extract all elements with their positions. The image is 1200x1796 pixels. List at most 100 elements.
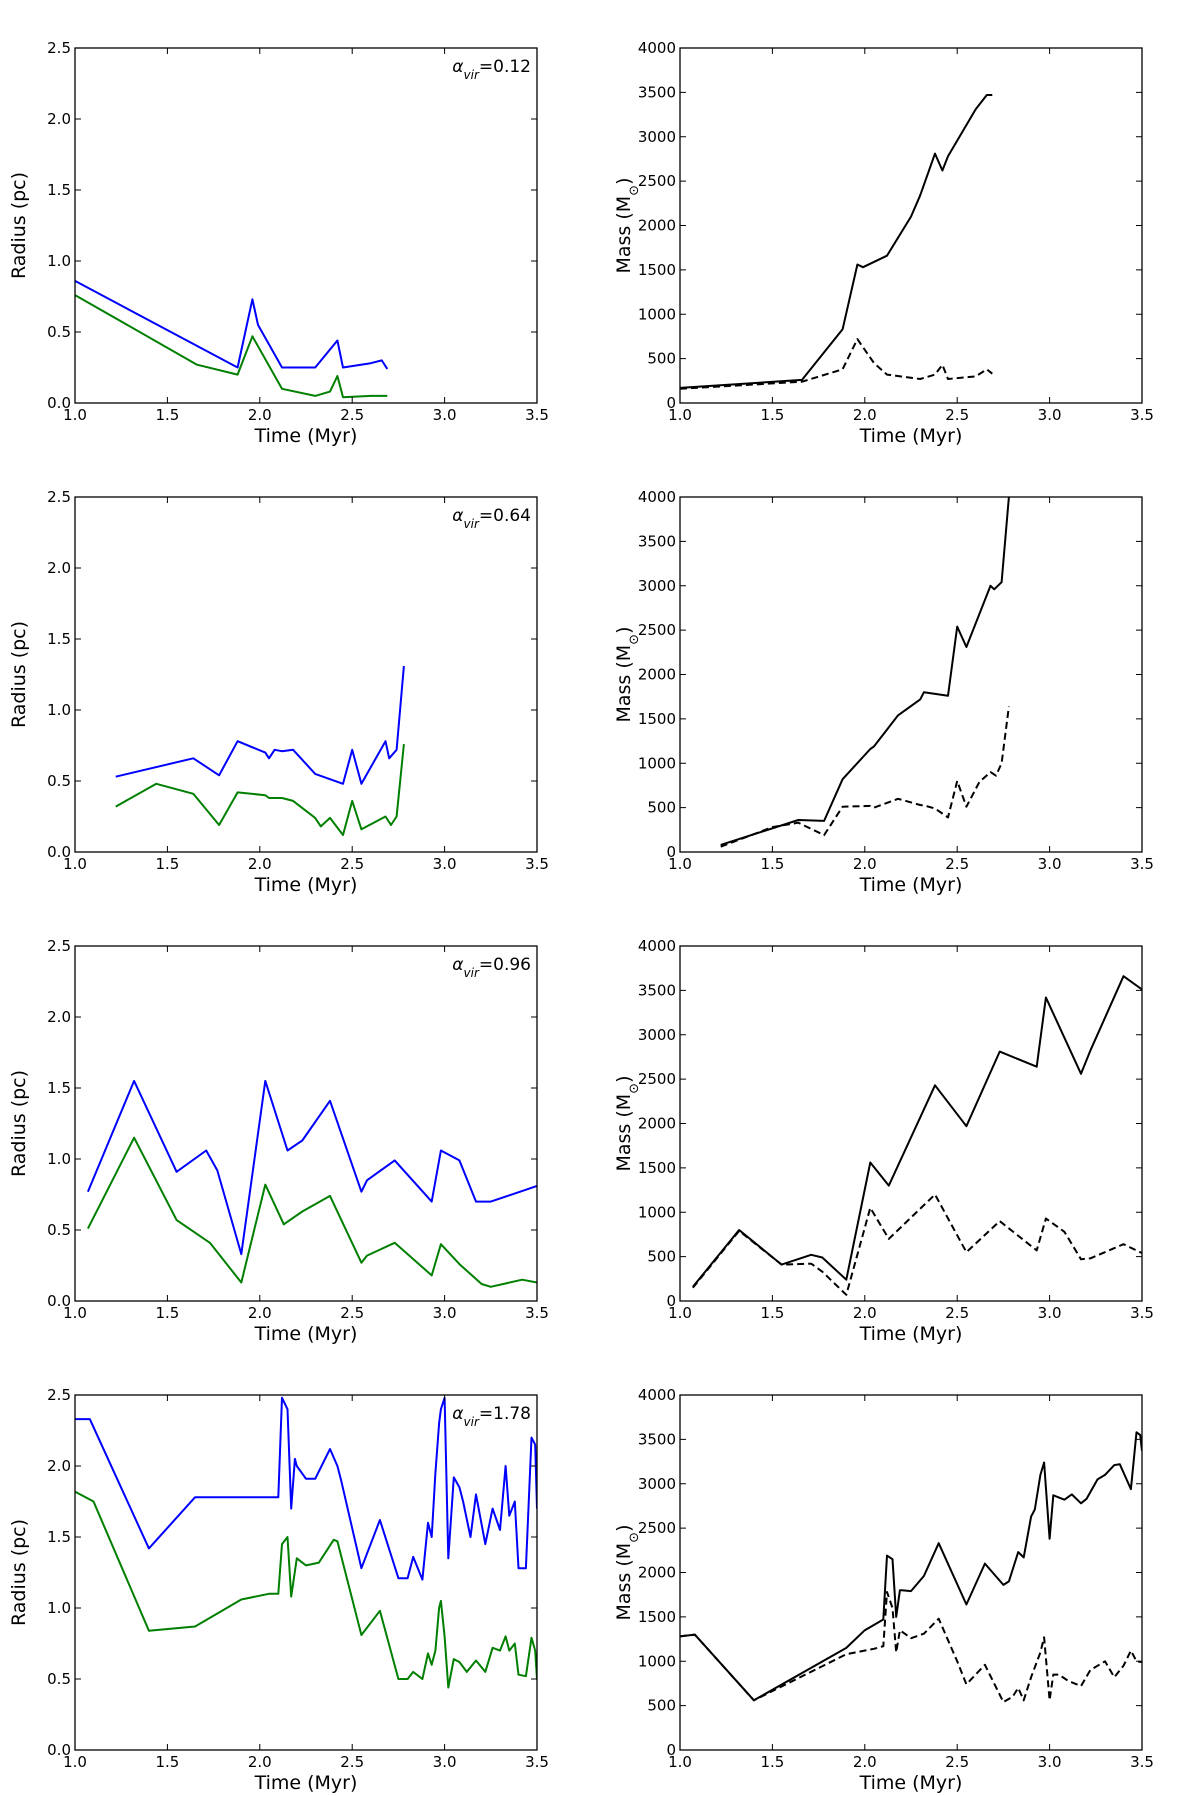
plot-frame: [74, 496, 538, 853]
y-tick-label: 2000: [638, 1564, 676, 1582]
y-tick-label: 2.0: [47, 110, 71, 128]
series-line-solid: [680, 1431, 1142, 1702]
x-tick-label: 3.0: [1038, 406, 1062, 424]
x-tick-label: 1.5: [760, 855, 784, 873]
x-tick-label: 2.5: [340, 1753, 364, 1771]
x-tick-label: 1.0: [63, 855, 87, 873]
y-tick-label: 1.0: [47, 1150, 71, 1168]
x-tick-label: 2.0: [853, 1753, 877, 1771]
y-tick-label: 4000: [638, 937, 676, 955]
x-axis-label: Time (Myr): [859, 1772, 963, 1794]
panel-r3-mass: 1.0 1.5 2.0 2.5 3.0 3.5 0 500 1000 1500 2000 2500 30…: [613, 937, 1154, 1345]
y-tick-label: 1.5: [47, 1079, 71, 1097]
y-tick-label: 2.0: [47, 1008, 71, 1026]
x-tick-label: 2.5: [340, 1304, 364, 1322]
y-tick-label: 3000: [638, 1475, 676, 1493]
y-tick-label: 3500: [638, 1430, 676, 1448]
y-tick-label: 3000: [638, 1026, 676, 1044]
x-tick-label: 3.5: [1130, 855, 1154, 873]
series-line-blue: [75, 1396, 537, 1581]
x-tick-label: 1.5: [760, 1304, 784, 1322]
y-axis-label: Radius (pc): [8, 1519, 30, 1626]
y-tick-label: 500: [647, 799, 676, 817]
x-tick-label: 2.5: [945, 1753, 969, 1771]
y-tick-label: 2500: [638, 621, 676, 639]
x-tick-label: 2.0: [853, 406, 877, 424]
x-tick-label: 3.5: [525, 855, 549, 873]
plot-frame: [74, 47, 538, 404]
panel-r3-radius: 1.0 1.5 2.0 2.5 3.0 3.50.00.51.01.52.02.5Time…: [8, 937, 549, 1345]
x-tick-label: 1.5: [155, 855, 179, 873]
y-tick-label: 2500: [638, 172, 676, 190]
y-tick-label: 0: [666, 843, 676, 861]
x-tick-label: 2.5: [340, 855, 364, 873]
alpha-vir-annotation: αvir=0.64: [452, 506, 531, 531]
y-tick-label: 4000: [638, 488, 676, 506]
y-tick-label: 1.0: [47, 701, 71, 719]
y-tick-label: 4000: [638, 39, 676, 57]
y-tick-label: 1500: [638, 1608, 676, 1626]
x-tick-label: 3.0: [1038, 855, 1062, 873]
x-tick-label: 3.0: [433, 406, 457, 424]
y-tick-label: 1000: [638, 754, 676, 772]
x-tick-label: 3.5: [1130, 1304, 1154, 1322]
series-line-green: [115, 743, 405, 836]
y-tick-label: 500: [647, 350, 676, 368]
x-tick-label: 2.5: [945, 1304, 969, 1322]
x-tick-label: 3.5: [1130, 406, 1154, 424]
x-tick-label: 2.0: [248, 1753, 272, 1771]
x-tick-label: 1.0: [63, 1753, 87, 1771]
plot-frame: [74, 945, 538, 1302]
x-tick-label: 3.0: [433, 1304, 457, 1322]
alpha-vir-annotation: αvir=0.12: [452, 57, 531, 82]
x-tick-label: 1.0: [63, 1304, 87, 1322]
panel-r1-radius: 1.0 1.5 2.0 2.5 3.0 3.50.00.51.01.52.02.5Time…: [8, 39, 549, 447]
plot-frame: [74, 1394, 538, 1751]
x-tick-label: 2.0: [248, 855, 272, 873]
y-tick-label: 0: [666, 1292, 676, 1310]
x-tick-label: 2.0: [853, 855, 877, 873]
y-tick-label: 1000: [638, 1203, 676, 1221]
plot-frame: [679, 1394, 1143, 1751]
y-tick-label: 3500: [638, 981, 676, 999]
x-tick-label: 2.5: [945, 855, 969, 873]
y-tick-label: 1.5: [47, 181, 71, 199]
x-tick-label: 3.0: [1038, 1753, 1062, 1771]
y-tick-label: 2.5: [47, 937, 71, 955]
y-tick-label: 0.0: [47, 394, 71, 412]
y-tick-label: 0.5: [47, 772, 71, 790]
x-tick-label: 3.5: [525, 1753, 549, 1771]
alpha-vir-annotation: αvir=0.96: [452, 955, 531, 980]
plot-frame: [679, 945, 1143, 1302]
y-tick-label: 3000: [638, 128, 676, 146]
y-tick-label: 2.0: [47, 559, 71, 577]
y-tick-label: 1000: [638, 1652, 676, 1670]
y-tick-label: 2.0: [47, 1457, 71, 1475]
x-axis-label: Time (Myr): [254, 1323, 358, 1345]
y-tick-label: 1.5: [47, 1528, 71, 1546]
x-tick-label: 2.0: [853, 1304, 877, 1322]
y-tick-label: 1.5: [47, 630, 71, 648]
series-line-green: [87, 1136, 537, 1288]
panel-r2-radius: 1.0 1.5 2.0 2.5 3.0 3.50.00.51.01.52.02.5Time…: [8, 488, 549, 896]
panel-r4-radius: 1.0 1.5 2.0 2.5 3.0 3.50.00.51.01.52.02.5Time…: [8, 1386, 549, 1794]
x-axis-label: Time (Myr): [859, 1323, 963, 1345]
y-tick-label: 2000: [638, 666, 676, 684]
y-axis-label: Radius (pc): [8, 1070, 30, 1177]
series-line-dashed: [692, 1193, 1142, 1296]
y-tick-label: 4000: [638, 1386, 676, 1404]
y-tick-label: 0.0: [47, 1292, 71, 1310]
y-tick-label: 0.0: [47, 1741, 71, 1759]
x-axis-label: Time (Myr): [254, 874, 358, 896]
x-tick-label: 2.5: [340, 406, 364, 424]
x-tick-label: 3.5: [1130, 1753, 1154, 1771]
x-tick-label: 1.5: [155, 1753, 179, 1771]
y-tick-label: 0.5: [47, 323, 71, 341]
series-line-solid: [692, 975, 1142, 1288]
x-tick-label: 1.0: [63, 406, 87, 424]
x-axis-label: Time (Myr): [254, 425, 358, 447]
x-axis-label: Time (Myr): [254, 1772, 358, 1794]
series-line-blue: [75, 280, 389, 370]
series-line-blue: [86, 1079, 537, 1256]
